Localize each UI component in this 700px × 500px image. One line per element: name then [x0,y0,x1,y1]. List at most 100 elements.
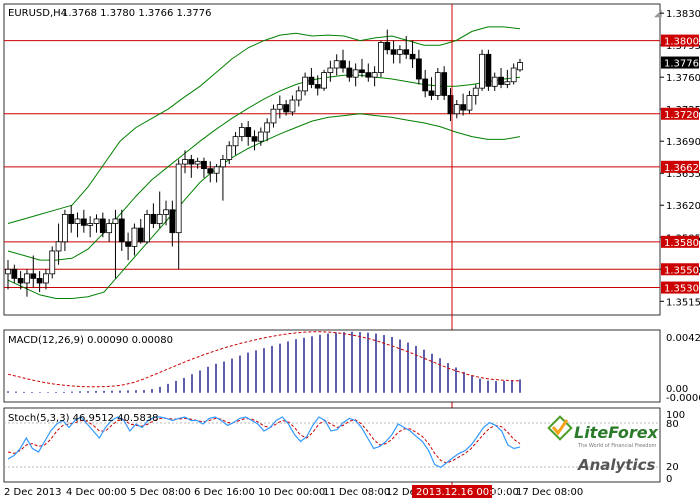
candle-body [314,84,321,89]
ohlc-values: 1.3768 1.3780 1.3766 1.3776 [62,8,212,19]
bollinger-lower-line [7,113,521,299]
candle-body [5,268,11,275]
time-label: 10 Dec 00:00 [258,487,325,498]
price-panel: EURUSD,H4 1.3768 1.3780 1.3766 1.3776 ◢ [3,3,662,488]
stoch-panel: Stoch(5,3,3) 46.9512 40.5838 [3,407,661,483]
candle-body [87,223,94,226]
candle-body [182,159,188,165]
candle-body [346,67,353,78]
candle-body [93,218,100,224]
macd-axis-zero: 0.00 [666,384,688,395]
candle-body [403,49,410,55]
logo-tagline: The World of Financial Freedom [577,443,657,449]
stoch-main-line [7,416,521,469]
price-tick-label: 1.3655 [666,169,700,180]
candle-body [245,127,252,138]
candle-body [485,53,492,87]
candle-body [137,227,144,243]
bollinger-upper-line [7,26,521,224]
level-label: 1.3530 [664,284,699,295]
stoch-signal-line [7,417,521,464]
candle-body [61,213,68,243]
candle-body [460,104,467,111]
macd-axis-bottom: -0.00062 [666,393,700,404]
level-label: 1.3800 [664,37,699,48]
price-axis: 1.38301.37951.37601.37251.36901.36551.36… [660,9,700,308]
candle-body [270,108,277,124]
candle-body [74,218,81,224]
candle-body [384,42,391,51]
candle-body [422,78,429,92]
candle-body [112,218,119,224]
liteforex-logo: LiteForex The World of Financial Freedom… [547,415,659,474]
candle-body [289,99,296,113]
candle-body [453,104,460,115]
time-label: 2 Dec 2013 [4,487,62,498]
candle-body [321,72,327,89]
candle-body [106,223,113,234]
candle-body [441,72,448,96]
macd-axis-top: 0.00422 [666,333,700,344]
stoch-axis-0: 0 [666,474,672,485]
window-controls-icon[interactable]: ◢ [654,8,662,19]
time-label: 12 Dec [386,487,421,498]
candle-body [213,166,220,174]
candle-body [308,76,315,85]
candle-body [226,145,233,160]
price-tick-label: 1.3690 [666,137,700,148]
price-tick-label: 1.3515 [666,297,700,308]
level-badge [661,160,699,173]
logo-analytics: Analytics [577,456,656,474]
current-price-label: 1.3776 [664,59,699,70]
candle-body [68,213,75,224]
price-tick-label: 1.3830 [666,9,700,20]
candle-body [118,218,125,243]
candle-body [49,250,56,275]
candle-body [144,213,150,243]
level-badge [661,263,699,276]
candle-body [371,72,378,78]
level-label: 1.3580 [664,238,699,249]
stoch-axis-100: 100 [666,410,685,421]
stoch-axis-80: 80 [666,419,679,430]
candle-body [201,160,207,170]
stoch-axis-20: 20 [666,462,679,473]
candle-body [175,163,182,234]
candle-body [333,60,340,69]
time-label: 00:00 [490,487,519,498]
candle-body [131,227,138,247]
candle-body [466,95,473,111]
level-label: 1.3550 [664,265,699,276]
candle-body [257,131,264,142]
candle-body [276,104,283,110]
horizontal-levels [4,40,660,289]
macd-label: MACD(12,26,9) 0.00090 0.00080 [8,335,173,346]
candle-body [251,136,258,142]
current-price-badge [661,56,699,69]
candle-body [359,69,365,74]
candle-body [150,213,157,224]
time-label: 6 Dec 16:00 [194,487,255,498]
time-label: 11 Dec 08:00 [323,487,390,498]
candle-body [238,127,245,138]
candlesticks [5,29,523,297]
price-tick-label: 1.3760 [666,73,700,84]
candle-body [447,95,454,115]
candle-body [397,49,403,55]
time-label: 17 Dec 08:00 [516,487,583,498]
logo-name: LiteForex [574,423,659,442]
level-badge [661,281,699,294]
candle-body [504,81,511,85]
chart-symbol: EURUSD,H4 [8,8,67,19]
candle-body [517,62,523,71]
candle-body [11,268,18,279]
candle-body [188,159,195,165]
candle-body [327,67,334,74]
candle-body [415,58,422,80]
candle-body [498,76,504,85]
candle-body [340,60,346,69]
candle-body [283,104,290,113]
candle-body [491,76,498,87]
candle-body [80,218,87,226]
